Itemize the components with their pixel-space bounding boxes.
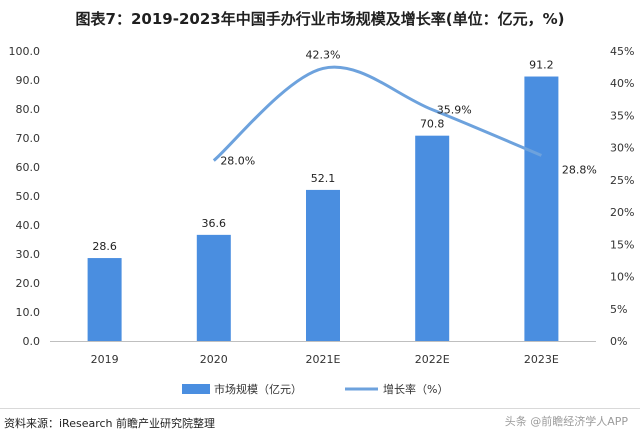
- line-value-label: 42.3%: [306, 48, 341, 61]
- x-tick-label: 2022E: [415, 353, 450, 366]
- y-left-tick-label: 10.0: [16, 306, 41, 319]
- bar: [524, 76, 559, 342]
- x-tick-label: 2019: [91, 353, 119, 366]
- bar-value-label: 28.6: [92, 240, 117, 253]
- line-value-label: 28.8%: [562, 163, 597, 176]
- y-right-tick-label: 25%: [610, 174, 634, 187]
- y-right-tick-label: 45%: [610, 45, 634, 58]
- x-tick-label: 2020: [200, 353, 228, 366]
- legend-label-line: 增长率（%）: [383, 382, 448, 396]
- y-left-tick-label: 20.0: [16, 277, 41, 290]
- y-right-tick-label: 30%: [610, 142, 634, 155]
- y-right-tick-label: 0%: [610, 335, 627, 348]
- y-right-tick-label: 15%: [610, 238, 634, 251]
- bar-value-label: 52.1: [311, 172, 336, 185]
- y-left-tick-label: 70.0: [16, 132, 41, 145]
- bar: [306, 189, 340, 341]
- legend-swatch-bar: [182, 384, 210, 394]
- source-note: 资料来源：iResearch 前瞻产业研究院整理: [4, 417, 216, 430]
- y-left-tick-label: 100.0: [9, 45, 41, 58]
- y-left-tick-label: 80.0: [16, 103, 41, 116]
- y-right-tick-label: 20%: [610, 206, 634, 219]
- watermark: 头条 @前瞻经济学人APP: [504, 415, 628, 428]
- bar: [87, 258, 122, 341]
- legend-label-bar: 市场规模（亿元）: [214, 382, 302, 396]
- line-value-label: 35.9%: [437, 104, 472, 117]
- y-right-tick-label: 10%: [610, 271, 634, 284]
- bar-value-label: 70.8: [420, 118, 445, 131]
- growth-rate-line: [212, 65, 542, 162]
- y-left-tick-label: 0.0: [23, 335, 41, 348]
- chart: 0.0 10.0 20.0 30.0 40.0 50.0 60.0 70.0 80.0 90.0 1…: [9, 45, 635, 396]
- line-value-label: 28.0%: [220, 155, 255, 168]
- y-left-tick-label: 60.0: [16, 161, 41, 174]
- bar-value-label: 91.2: [529, 59, 554, 72]
- bar: [196, 234, 231, 341]
- x-tick-label: 2023E: [524, 353, 559, 366]
- x-tick-label: 2021E: [306, 353, 341, 366]
- y-right-tick-label: 35%: [610, 109, 634, 122]
- bar: [415, 135, 450, 341]
- y-right-tick-label: 40%: [610, 77, 634, 90]
- y-left-tick-label: 90.0: [16, 74, 41, 87]
- chart-title: 图表7：2019-2023年中国手办行业市场规模及增长率(单位：亿元，%): [75, 10, 565, 28]
- y-right-tick-label: 5%: [610, 303, 627, 316]
- bar-value-label: 36.6: [202, 217, 227, 230]
- footer-divider: [0, 408, 640, 409]
- y-left-tick-label: 40.0: [16, 219, 41, 232]
- y-left-tick-label: 50.0: [16, 190, 41, 203]
- y-left-tick-label: 30.0: [16, 248, 41, 261]
